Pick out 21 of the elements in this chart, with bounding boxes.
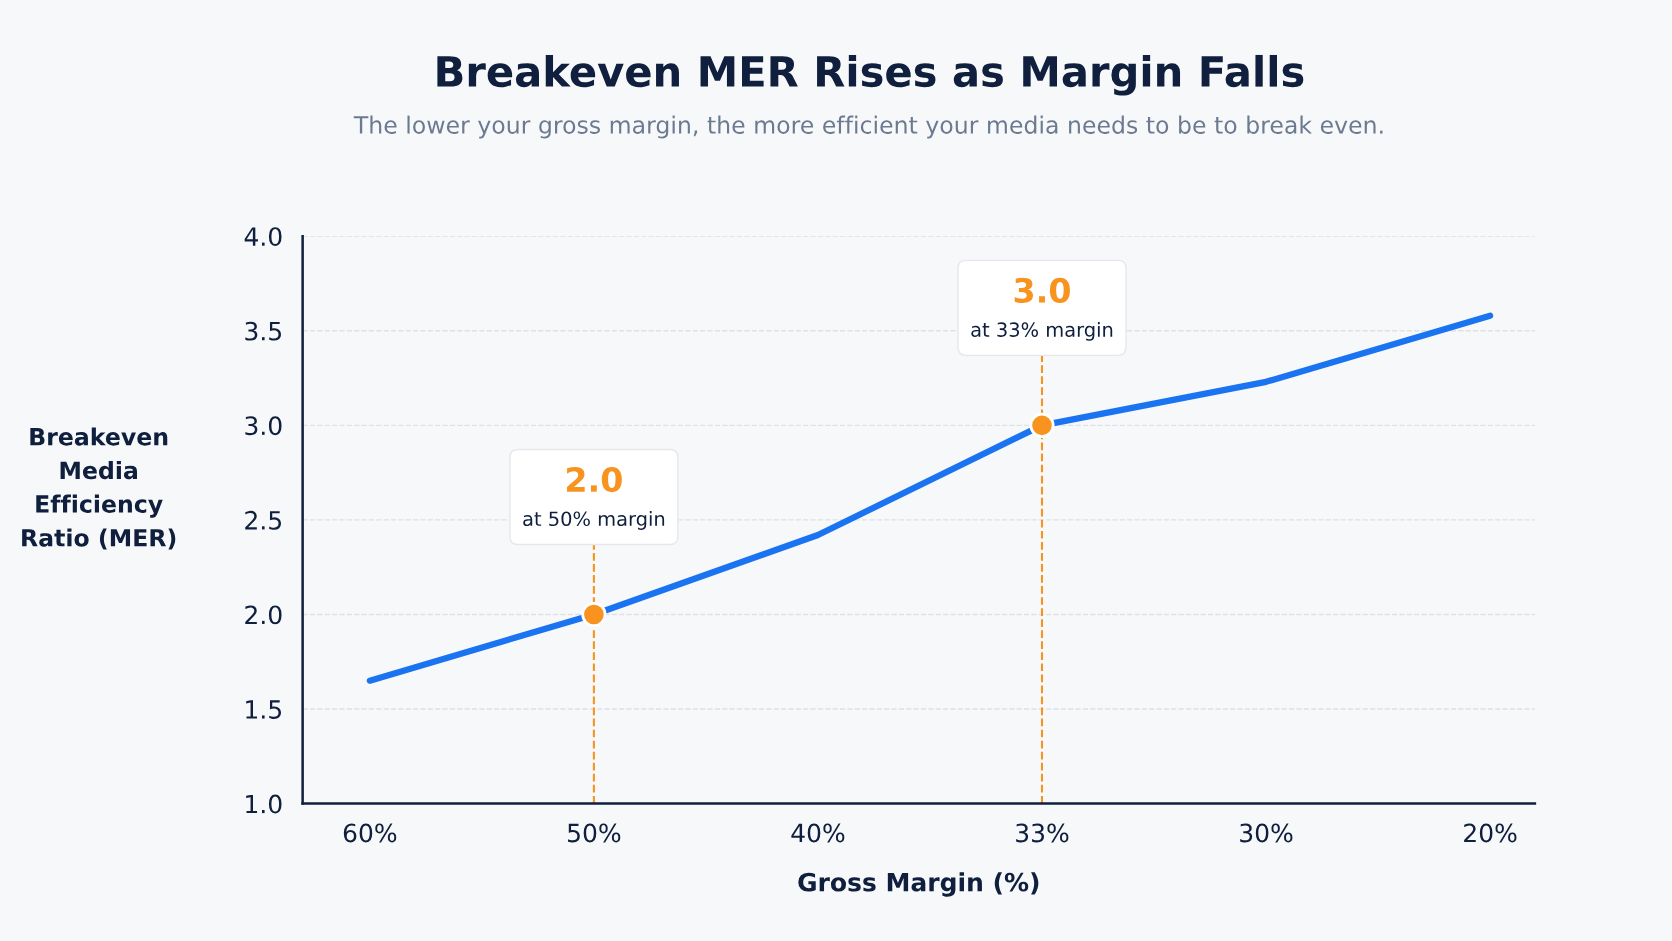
x-tick-label: 50% [568, 823, 621, 843]
annotation: at 50% margin [523, 511, 665, 530]
chart-subtitle: The lower your gross margin, the more efficient your media needs to be to break even. [353, 115, 1383, 139]
y-tick-label: 4.0 [244, 227, 282, 247]
chart-title: Breakeven MER Rises as Margin Falls [437, 54, 1304, 96]
y-tick-label: 3.0 [245, 416, 282, 436]
annotation: at 33% margin [971, 321, 1113, 341]
y-tick-label: 1.0 [246, 794, 282, 814]
annotation: 2.0 [567, 466, 622, 493]
x-tick-label: 30% [1240, 823, 1293, 843]
y-tick-label: 2.0 [245, 605, 282, 625]
y-axis-title: Breakeven Media Efficiency Ratio (MER) [22, 427, 176, 550]
y-tick-label: 2.5 [245, 510, 281, 530]
x-tick-label: 33% [1016, 823, 1069, 843]
x-axis-title: Gross Margin (%) [798, 872, 1039, 897]
x-tick-label: 60% [343, 823, 397, 843]
x-tick-label: 20% [1464, 823, 1517, 843]
y-tick-label: 1.5 [246, 700, 281, 719]
x-tick-label: 40% [791, 823, 845, 843]
y-tick-label: 3.5 [245, 321, 281, 341]
annotation: 3.0 [1014, 277, 1070, 303]
